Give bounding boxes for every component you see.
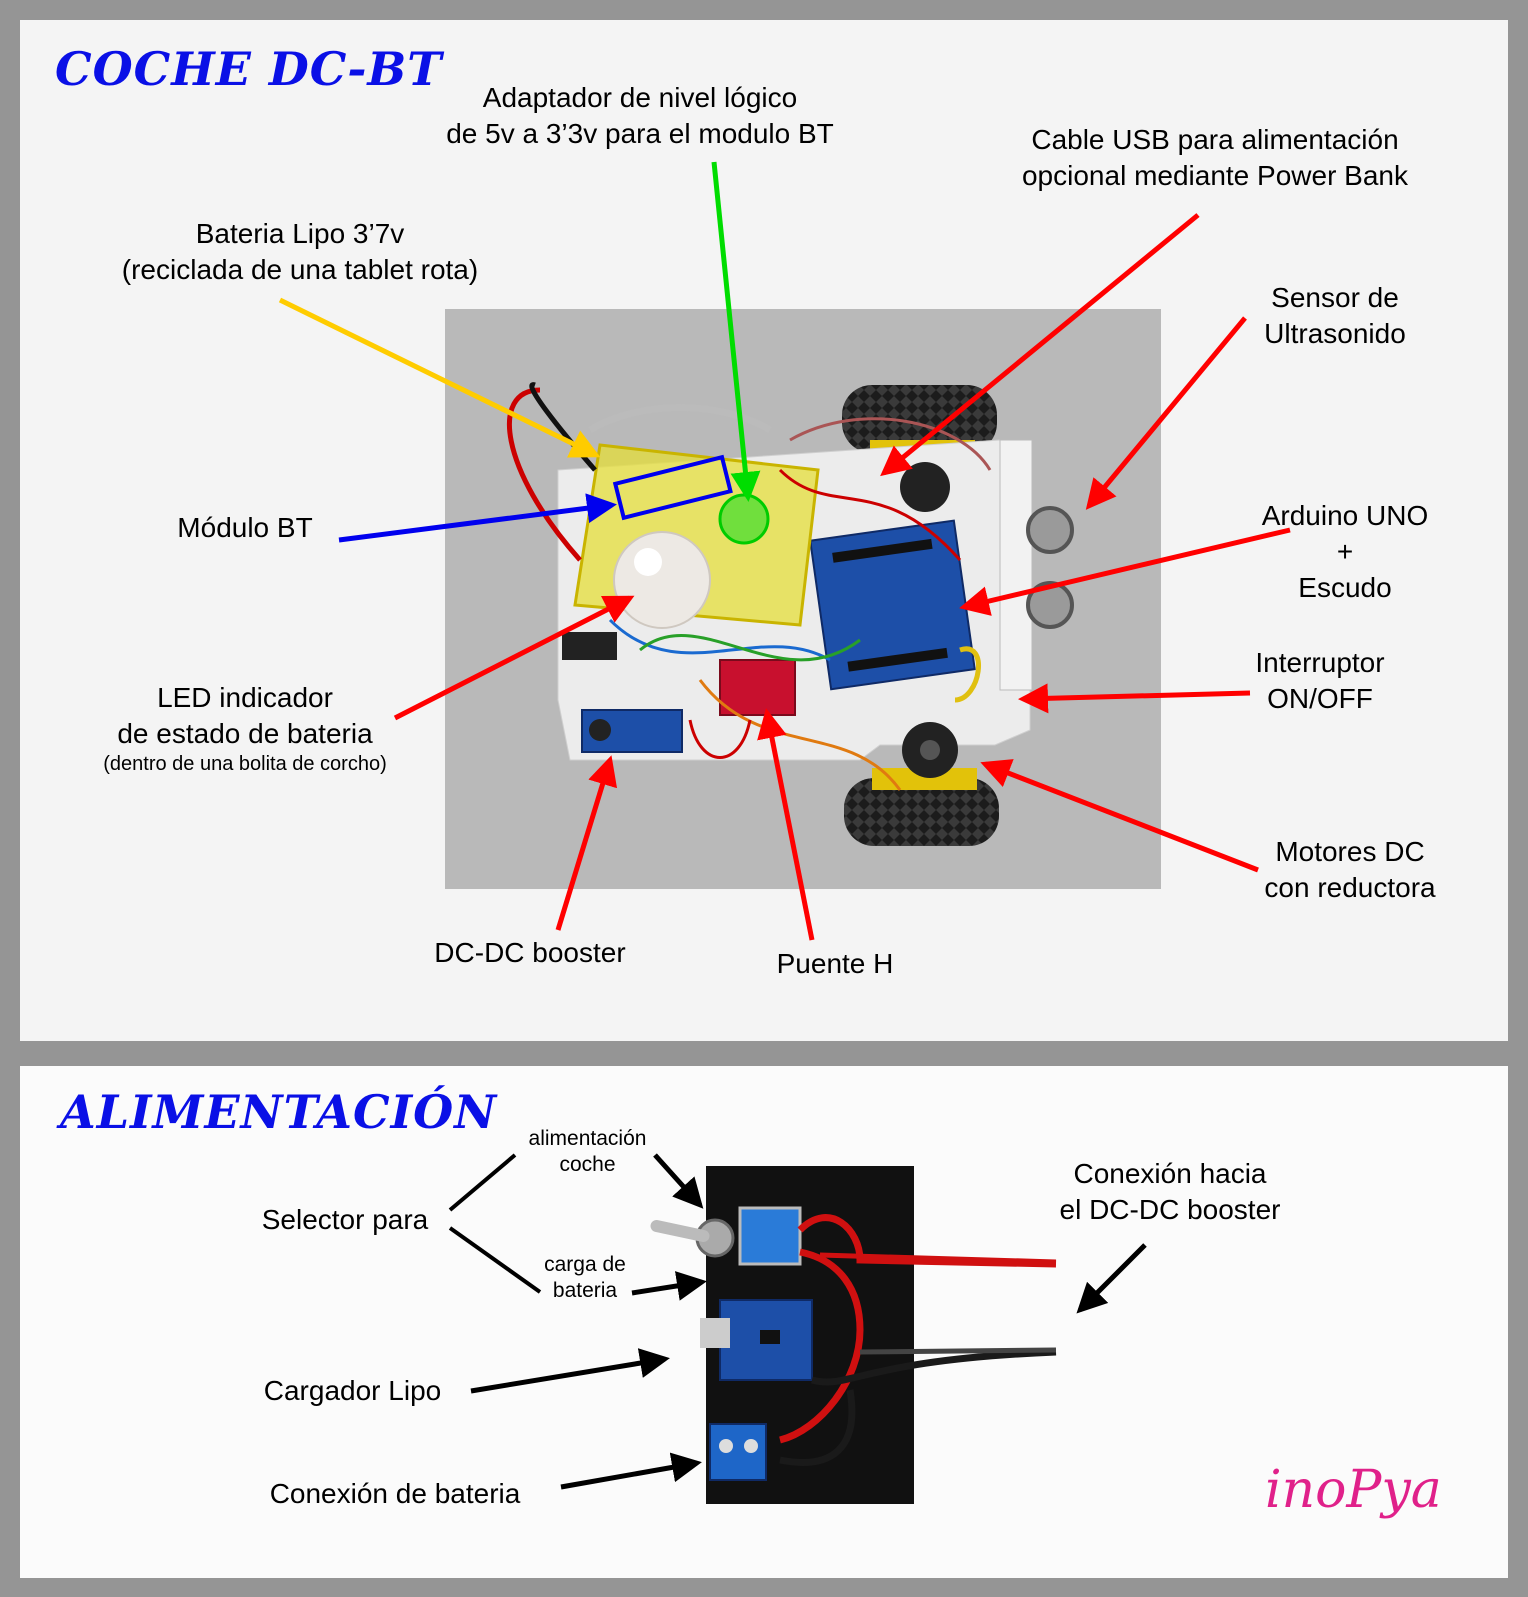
arrow-conexion-booster: [1076, 1243, 1147, 1314]
label-motores-line2: con reductora: [1264, 872, 1436, 903]
label-cable-usb-line2: opcional mediante Power Bank: [1021, 160, 1408, 191]
label-bateria: Bateria Lipo 3’7v (reciclada de una tabl…: [90, 216, 510, 288]
label-cable-usb-line1: Cable USB para alimentación: [1031, 124, 1399, 155]
label-puente: Puente H: [776, 948, 894, 979]
label-alimentacion-coche-line2: coche: [559, 1153, 616, 1176]
bottom-arrows: [448, 1153, 1147, 1490]
label-led-line1: LED indicador: [157, 682, 333, 713]
label-dcdc: DC-DC booster: [434, 937, 626, 968]
label-sensor: Sensor de Ultrasonido: [1225, 280, 1445, 352]
label-led-line2: de estado de bateria: [117, 718, 373, 749]
inopya-logo: inoPya: [1265, 1460, 1442, 1520]
label-sensor-line1: Sensor de: [1271, 282, 1399, 313]
arrow-cable-usb: [880, 213, 1200, 477]
label-motores-line1: Motores DC: [1275, 836, 1425, 867]
label-motores: Motores DC con reductora: [1240, 834, 1460, 906]
arrow-led: [393, 595, 635, 721]
label-led-line3: (dentro de una bolita de corcho): [103, 753, 387, 775]
arrow-conexion-bateria: [560, 1452, 702, 1490]
label-conexion-bateria: Conexión de bateria: [269, 1478, 521, 1509]
label-led: LED indicador de estado de bateria (dent…: [70, 680, 420, 777]
arrow-adaptador: [711, 161, 761, 502]
arrow-arduino: [959, 527, 1291, 616]
arrow-puente: [757, 708, 815, 941]
label-sensor-line2: Ultrasonido: [1264, 318, 1406, 349]
label-carga-bateria-line1: carga de: [544, 1253, 626, 1276]
arrow-modulo-bt: [338, 493, 617, 543]
label-adaptador-line2: de 5v a 3’3v para el modulo BT: [446, 118, 834, 149]
label-selector: Selector para: [261, 1204, 429, 1235]
arrow-motores: [980, 759, 1259, 873]
arrow-bateria: [278, 297, 601, 458]
label-bateria-line2: (reciclada de una tablet rota): [121, 254, 479, 285]
arrow-dcdc: [555, 755, 618, 931]
label-carga-bateria-line2: bateria: [552, 1279, 618, 1302]
page-title-alimentacion: ALIMENTACIÓN: [60, 1085, 498, 1139]
power-board-photo: [650, 1166, 1057, 1504]
car-photo: [445, 309, 1161, 889]
arrow-alimentacion-coche: [653, 1153, 704, 1209]
label-conexion-booster: Conexión hacia el DC-DC booster: [1030, 1156, 1310, 1228]
label-arduino-line1: Arduino UNO: [1261, 500, 1429, 531]
label-alimentacion-coche-line1: alimentación: [528, 1127, 647, 1150]
arrow-cargador: [470, 1348, 670, 1394]
label-cargador: Cargador Lipo: [263, 1375, 442, 1406]
label-alimentacion-coche: alimentación coche: [500, 1126, 675, 1178]
label-arduino: Arduino UNO + Escudo: [1240, 498, 1450, 606]
label-interruptor-line2: ON/OFF: [1267, 683, 1373, 714]
arrow-interruptor: [1018, 683, 1251, 714]
label-conexion-booster-line2: el DC-DC booster: [1059, 1194, 1281, 1225]
label-cable-usb: Cable USB para alimentación opcional med…: [990, 122, 1440, 194]
label-conexion-booster-line1: Conexión hacia: [1073, 1158, 1267, 1189]
label-adaptador-line1: Adaptador de nivel lógico: [482, 82, 798, 113]
label-adaptador: Adaptador de nivel lógico de 5v a 3’3v p…: [420, 80, 860, 152]
label-carga-bateria: carga de bateria: [530, 1252, 640, 1304]
arrow-sensor: [1085, 316, 1247, 510]
label-arduino-line2: +: [1336, 536, 1354, 567]
label-bateria-line1: Bateria Lipo 3’7v: [195, 218, 405, 249]
label-modulo-bt: Módulo BT: [177, 512, 313, 543]
top-arrows: [278, 161, 1291, 941]
label-interruptor: Interruptor ON/OFF: [1230, 645, 1410, 717]
label-interruptor-line1: Interruptor: [1255, 647, 1385, 678]
page-title-coche: COCHE DC-BT: [55, 42, 443, 96]
arrow-carga-bateria: [631, 1271, 707, 1301]
label-arduino-line3: Escudo: [1298, 572, 1392, 603]
